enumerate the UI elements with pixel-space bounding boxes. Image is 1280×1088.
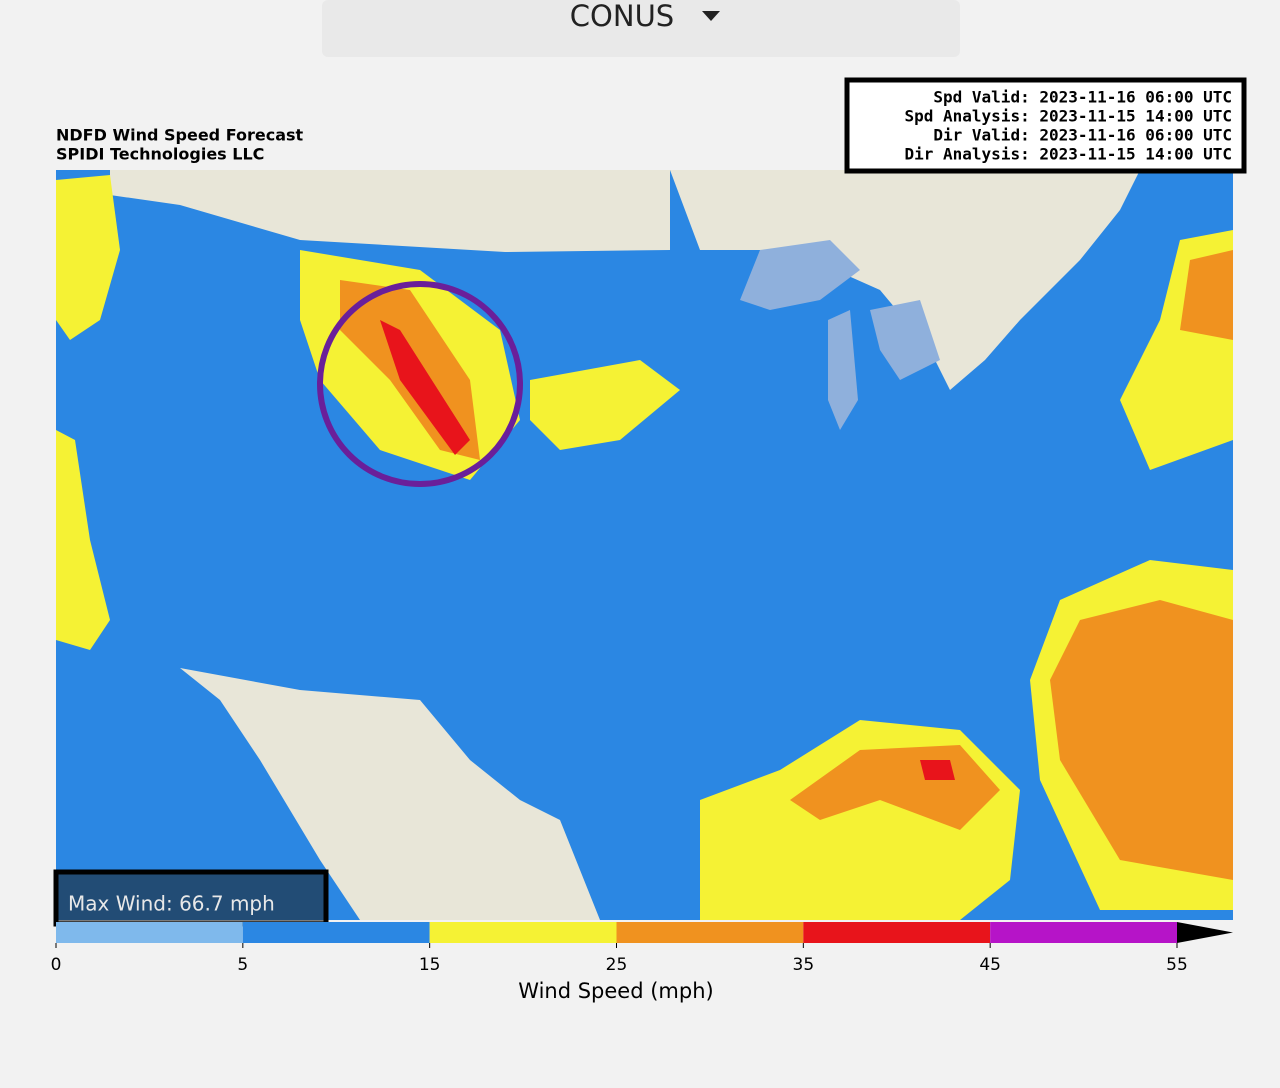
dropdown-arrow[interactable] <box>702 11 720 21</box>
colorbar: 0 5 15 25 35 45 55 <box>51 922 1233 975</box>
colorbar-segment <box>242 922 430 943</box>
colorbar-segment <box>56 922 243 943</box>
wind-zone <box>530 360 680 450</box>
map-title: NDFD Wind Speed Forecast <box>56 126 304 145</box>
wind-zone <box>1180 250 1233 340</box>
region-label[interactable]: CONUS <box>570 0 674 33</box>
info-line: Spd Valid: 2023-11-16 06:00 UTC <box>933 88 1232 107</box>
colorbar-segment <box>429 922 617 943</box>
lake-superior <box>740 240 860 310</box>
colorbar-extend <box>1177 922 1233 943</box>
wind-zone <box>56 175 120 340</box>
max-wind: Max Wind: 66.7 mph <box>68 892 275 916</box>
info-line: Dir Valid: 2023-11-16 06:00 UTC <box>933 126 1232 145</box>
colorbar-segment <box>616 922 804 943</box>
map-subtitle: SPIDI Technologies LLC <box>56 145 264 164</box>
colorbar-label: Wind Speed (mph) <box>518 979 713 1003</box>
colorbar-tick-label: 5 <box>237 955 248 975</box>
colorbar-tick-label: 55 <box>1166 955 1188 975</box>
canada-west <box>110 170 670 252</box>
colorbar-tick-label: 0 <box>51 955 62 975</box>
lake-michigan <box>828 310 858 430</box>
highlight-circle <box>317 281 523 487</box>
region-selector[interactable] <box>322 0 960 57</box>
colorbar-segment <box>803 922 991 943</box>
colorbar-tick-label: 45 <box>979 955 1001 975</box>
colorbar-segment <box>990 922 1177 943</box>
wind-zone <box>56 430 110 650</box>
map <box>56 170 1233 920</box>
wind-zone <box>920 760 955 780</box>
mexico <box>180 668 600 920</box>
lake-huron <box>870 300 940 380</box>
colorbar-tick-label: 25 <box>606 955 628 975</box>
info-line: Dir Analysis: 2023-11-15 14:00 UTC <box>904 145 1232 164</box>
colorbar-tick-label: 15 <box>419 955 441 975</box>
canada-east <box>670 170 1140 390</box>
wind-zone <box>1050 600 1233 880</box>
colorbar-tick-label: 35 <box>793 955 815 975</box>
wind-zone <box>380 320 470 455</box>
info-box <box>844 77 1247 174</box>
info-line: Spd Analysis: 2023-11-15 14:00 UTC <box>904 107 1232 126</box>
